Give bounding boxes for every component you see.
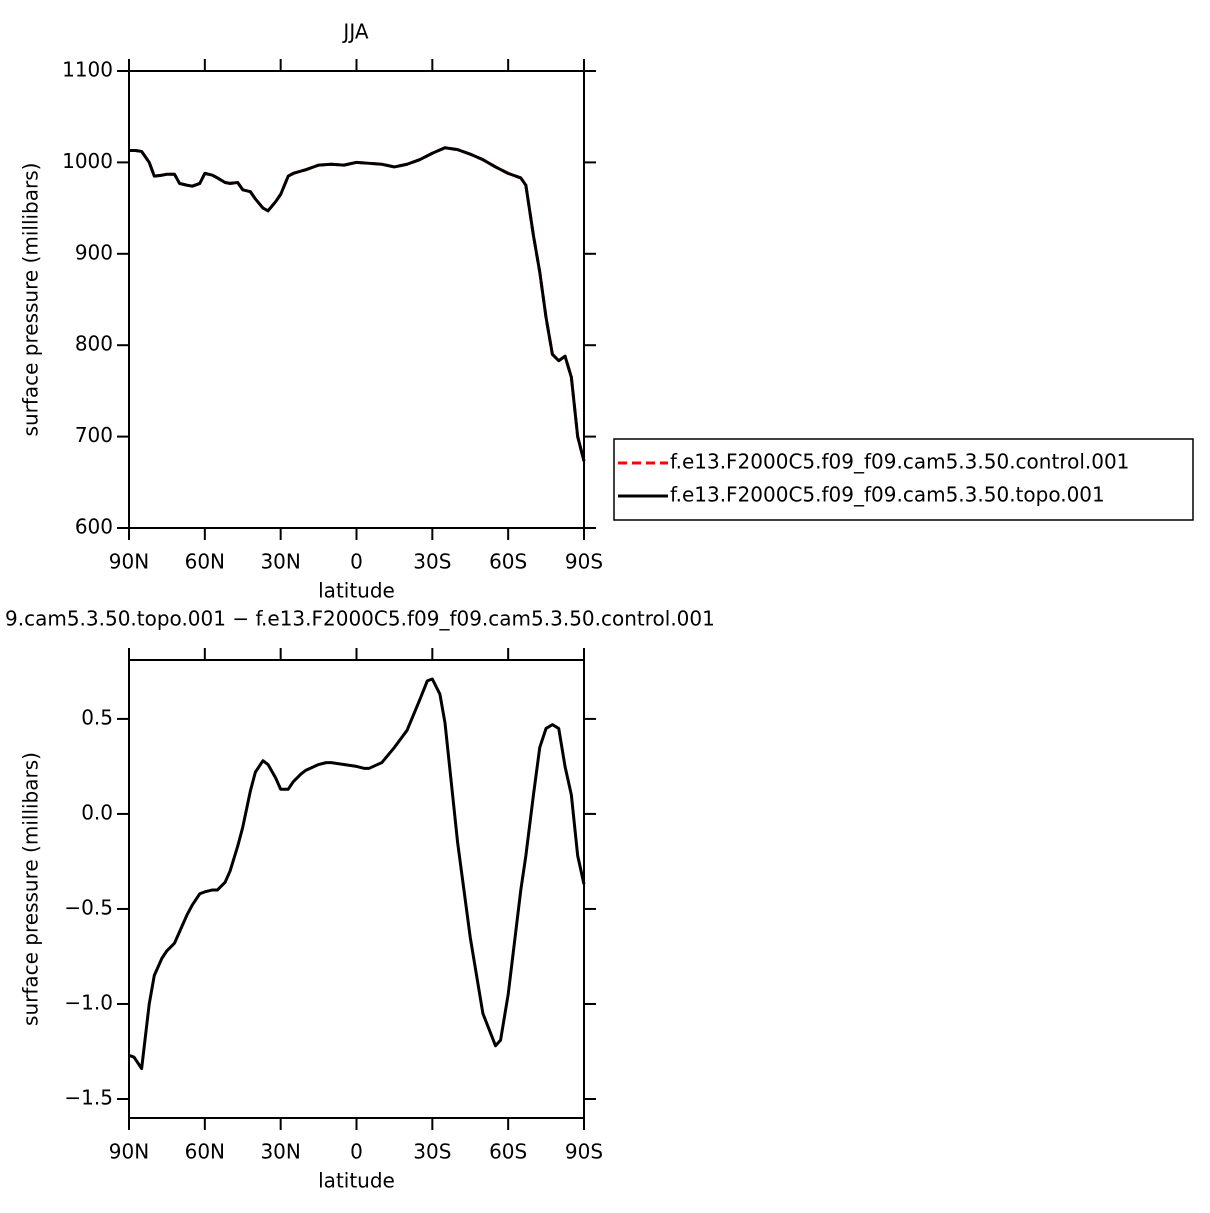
data-line <box>129 146 586 462</box>
x-tick-label: 90S <box>565 550 603 574</box>
chart-title: JJA <box>341 20 368 44</box>
x-tick-label: 60N <box>185 550 225 574</box>
data-line <box>129 146 586 462</box>
x-tick-label: 30S <box>413 1140 451 1164</box>
data-line <box>128 677 586 1071</box>
y-tick-label: −0.5 <box>64 895 113 919</box>
x-tick-label: 90N <box>109 550 149 574</box>
y-tick-label: 1000 <box>62 149 113 173</box>
y-tick-label: 0.5 <box>81 705 113 729</box>
x-axis-label: latitude <box>318 579 395 603</box>
x-tick-label: 30S <box>413 550 451 574</box>
legend-label: f.e13.F2000C5.f09_f09.cam5.3.50.control.… <box>670 450 1129 474</box>
legend-label: f.e13.F2000C5.f09_f09.cam5.3.50.topo.001 <box>670 483 1105 507</box>
x-axis-label: latitude <box>318 1169 395 1193</box>
plot-frame <box>128 659 585 1119</box>
x-tick-label: 90S <box>565 1140 603 1164</box>
y-tick-label: −1.5 <box>64 1085 113 1109</box>
y-axis-label: surface pressure (millibars) <box>19 752 43 1026</box>
y-tick-label: 1100 <box>62 58 113 82</box>
x-tick-label: 30N <box>260 550 300 574</box>
x-tick-label: 0 <box>350 550 363 574</box>
x-tick-label: 90N <box>109 1140 149 1164</box>
x-tick-label: 30N <box>260 1140 300 1164</box>
legend-box <box>613 438 1194 521</box>
y-tick-label: −1.0 <box>64 990 113 1014</box>
x-tick-label: 0 <box>350 1140 363 1164</box>
x-tick-label: 60S <box>489 1140 527 1164</box>
legend: f.e13.F2000C5.f09_f09.cam5.3.50.control.… <box>613 438 1194 521</box>
y-tick-label: 800 <box>75 332 113 356</box>
y-tick-label: 900 <box>75 240 113 264</box>
x-tick-label: 60N <box>185 1140 225 1164</box>
y-axis-label: surface pressure (millibars) <box>19 163 43 437</box>
x-tick-label: 60S <box>489 550 527 574</box>
y-tick-label: 700 <box>75 423 113 447</box>
plot-frame <box>128 70 585 529</box>
chart-title: 9.cam5.3.50.topo.001 − f.e13.F2000C5.f09… <box>5 607 715 631</box>
y-tick-label: 0.0 <box>81 800 113 824</box>
y-tick-label: 600 <box>75 515 113 539</box>
